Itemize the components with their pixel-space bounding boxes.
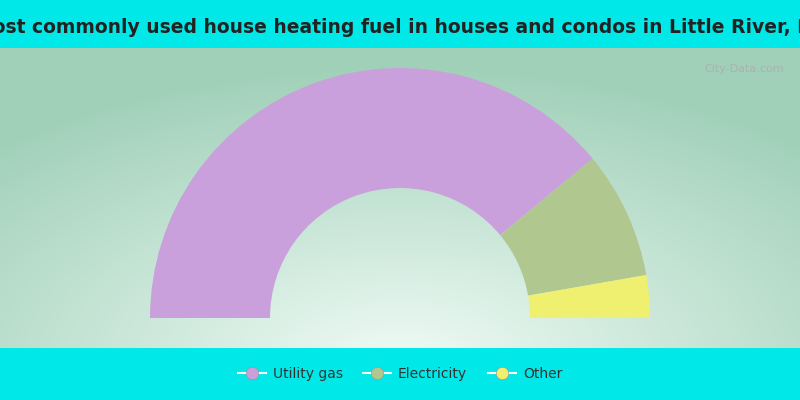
- Wedge shape: [500, 159, 646, 296]
- Text: Most commonly used house heating fuel in houses and condos in Little River, KS: Most commonly used house heating fuel in…: [0, 18, 800, 37]
- Legend: Utility gas, Electricity, Other: Utility gas, Electricity, Other: [232, 362, 568, 386]
- Wedge shape: [528, 275, 650, 318]
- Wedge shape: [150, 68, 593, 318]
- Text: City-Data.com: City-Data.com: [704, 64, 784, 74]
